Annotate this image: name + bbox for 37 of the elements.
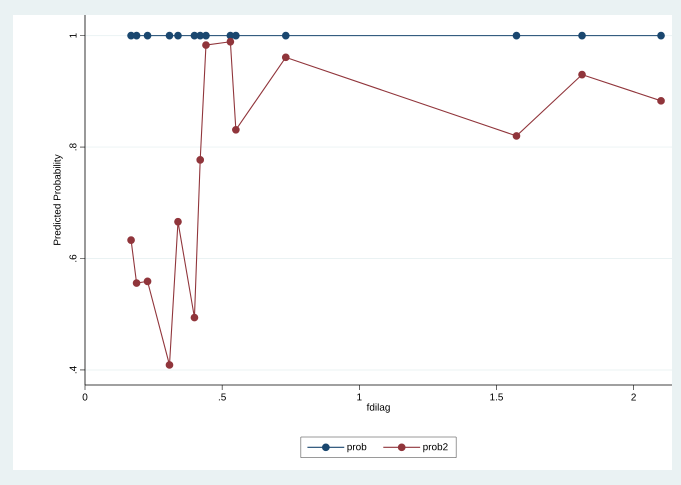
point (282, 54, 290, 62)
y-axis-title: Predicted Probability (53, 154, 63, 245)
point (657, 32, 665, 40)
point (144, 32, 152, 40)
point (174, 32, 182, 40)
point (282, 32, 290, 40)
y-tick-label: 1 (70, 33, 76, 38)
point (196, 156, 204, 164)
point (144, 278, 152, 286)
x-tick-label: 0 (82, 394, 88, 401)
point (202, 32, 210, 40)
x-tick-label: 1.5 (490, 394, 503, 400)
point (132, 279, 140, 287)
point (166, 361, 174, 369)
point (578, 32, 586, 40)
point (174, 218, 182, 226)
point (166, 32, 174, 40)
y-tick-label: .4 (70, 366, 76, 374)
legend-label: prob (347, 442, 366, 452)
point (127, 236, 135, 244)
y-tick-label: .8 (69, 143, 76, 150)
point (512, 132, 520, 140)
x-tick-label: 2 (631, 394, 636, 400)
x-tick-label: 1 (357, 394, 362, 400)
point (657, 96, 665, 105)
legend-label: prob2 (423, 442, 448, 452)
point (232, 126, 240, 134)
point (202, 41, 210, 49)
y-tick-label: .6 (69, 254, 76, 262)
x-tick-label: .5 (218, 394, 226, 400)
x-axis-title: fdilag (366, 403, 390, 413)
point (578, 70, 586, 78)
point (232, 32, 240, 40)
point (132, 32, 140, 40)
point (226, 38, 234, 46)
point (190, 314, 198, 322)
point (512, 32, 520, 40)
